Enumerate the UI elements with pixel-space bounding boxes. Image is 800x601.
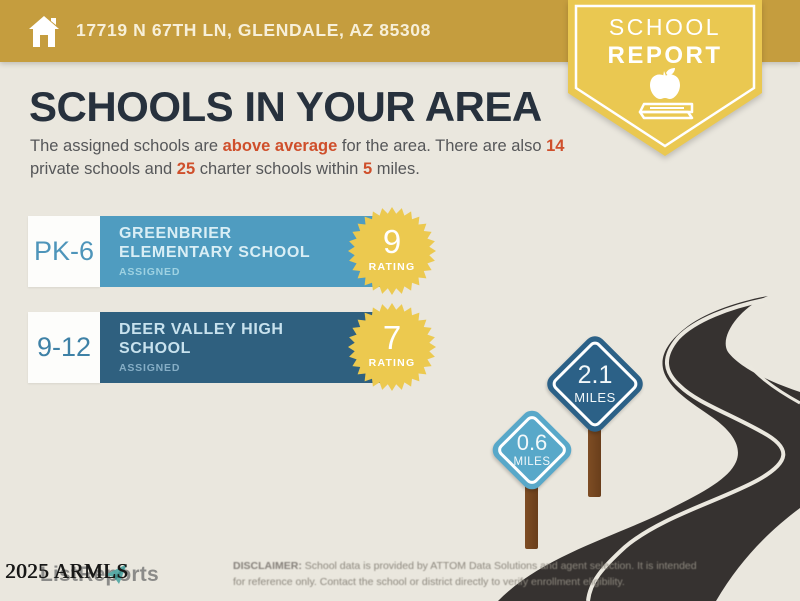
property-address: 17719 N 67TH LN, GLENDALE, AZ 85308 xyxy=(76,20,431,40)
school-name-line1: GREENBRIER xyxy=(119,225,232,243)
school-report-badge: SCHOOL REPORT xyxy=(568,0,762,156)
sign-distance-unit: MILES xyxy=(513,456,551,468)
rating-label: RATING xyxy=(368,261,416,273)
armls-watermark: 2025 ARMLS xyxy=(5,559,129,583)
sign-post xyxy=(525,483,538,549)
badge-title-line1: SCHOOL xyxy=(608,14,722,40)
listreports-logo-text: ListReports xyxy=(40,563,159,586)
home-icon xyxy=(29,16,59,47)
school-row-elementary: PK-6 GREENBRIER ELEMENTARY SCHOOL ASSIGN… xyxy=(28,207,468,295)
listreports-logo-icon xyxy=(105,564,127,584)
school-status: ASSIGNED xyxy=(119,265,181,278)
grade-range-box: PK-6 xyxy=(28,216,100,287)
school-name-line2: ELEMENTARY SCHOOL xyxy=(119,244,311,261)
rating-label: RATING xyxy=(368,357,416,369)
road-shoulder-line xyxy=(586,298,786,601)
sign-distance-value: 2.1 xyxy=(577,361,613,389)
grade-range-box: 9-12 xyxy=(28,312,100,383)
rating-badge: 9 RATING xyxy=(348,207,436,295)
school-name-bar: GREENBRIER ELEMENTARY SCHOOL ASSIGNED xyxy=(100,216,384,287)
disclaimer-label: DISCLAIMER: xyxy=(233,560,302,572)
school-status: ASSIGNED xyxy=(119,361,181,374)
sign-distance-unit: MILES xyxy=(574,390,616,405)
sign-distance-value: 0.6 xyxy=(516,430,548,455)
badge-title-line2: REPORT xyxy=(607,42,723,69)
distance-sign-0-6-miles: 0.6 MILES xyxy=(488,406,576,494)
page-title: SCHOOLS IN YOUR AREA xyxy=(29,83,542,130)
school-name-bar: DEER VALLEY HIGH SCHOOL ASSIGNED xyxy=(100,312,384,383)
road-surface xyxy=(498,296,800,601)
rating-badge: 7 RATING xyxy=(348,303,436,391)
disclaimer-text: DISCLAIMER: School data is provided by A… xyxy=(233,560,697,588)
school-row-high-school: 9-12 DEER VALLEY HIGH SCHOOL ASSIGNED 7 … xyxy=(28,303,468,391)
rating-value: 9 xyxy=(382,223,402,260)
apple-on-book-icon xyxy=(638,68,694,120)
road-right-shoulder-line xyxy=(748,365,800,405)
intro-text: The assigned schools are above average f… xyxy=(30,137,565,178)
sign-post xyxy=(588,426,601,497)
school-name-line1: DEER VALLEY HIGH xyxy=(119,321,284,339)
rating-value: 7 xyxy=(382,319,402,356)
school-name-line2: SCHOOL xyxy=(119,340,192,357)
distance-sign-2-1-miles: 2.1 MILES xyxy=(542,331,648,437)
